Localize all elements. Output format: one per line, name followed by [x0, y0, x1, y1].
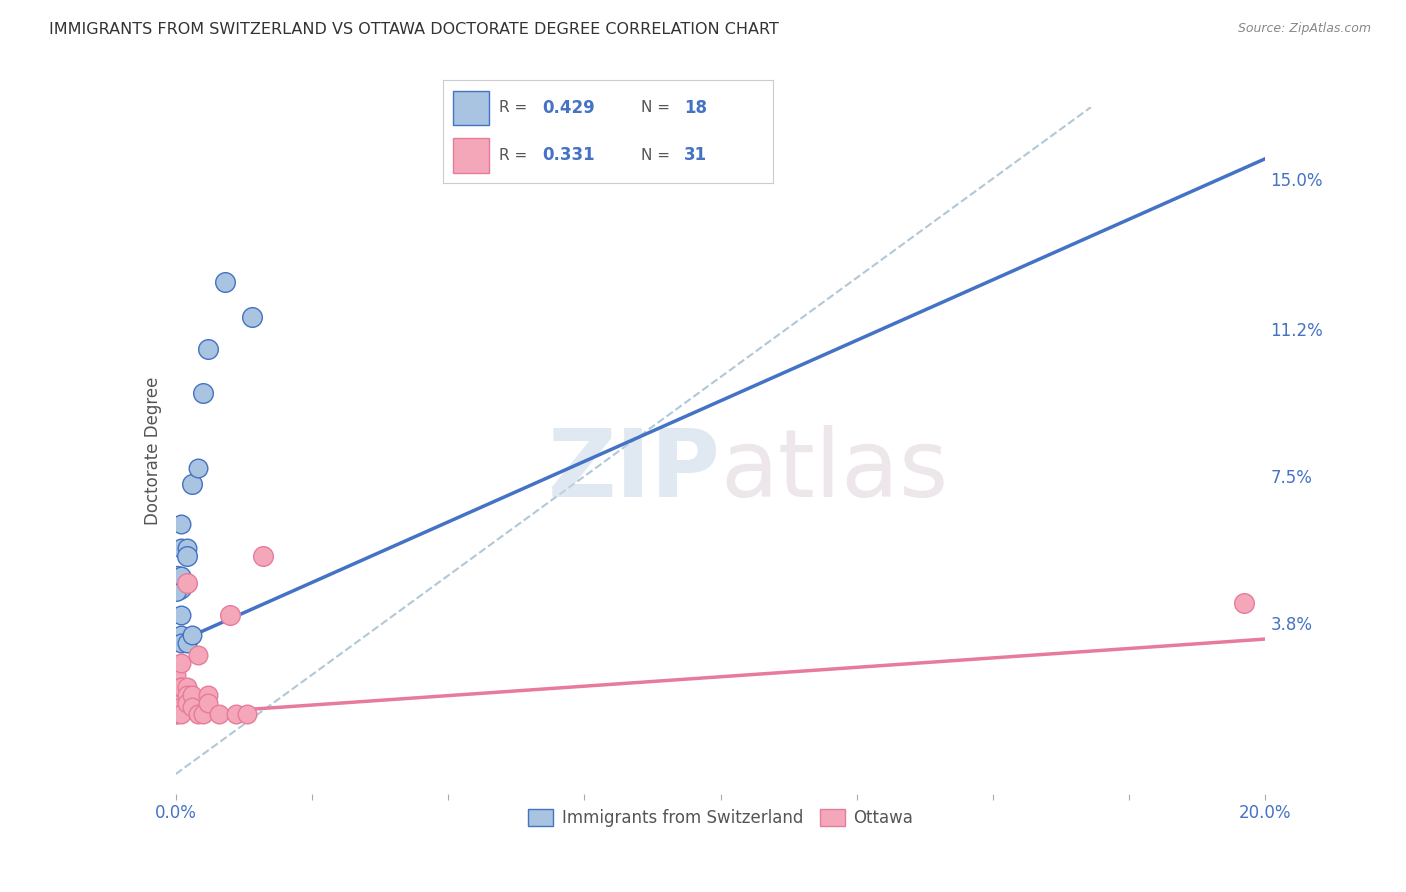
- Point: [176, 636, 198, 650]
- Point: [191, 707, 214, 722]
- Point: [186, 461, 209, 475]
- Point: [197, 696, 219, 710]
- Legend: Immigrants from Switzerland, Ottawa: Immigrants from Switzerland, Ottawa: [522, 802, 920, 834]
- Point: [165, 707, 187, 722]
- Point: [170, 699, 193, 714]
- Point: [176, 680, 198, 694]
- Point: [208, 707, 231, 722]
- Y-axis label: Doctorate Degree: Doctorate Degree: [143, 376, 162, 524]
- Point: [170, 680, 193, 694]
- Text: 0.331: 0.331: [543, 146, 595, 164]
- Point: [252, 549, 274, 563]
- Bar: [453, 137, 489, 173]
- Text: 31: 31: [685, 146, 707, 164]
- Text: R =: R =: [499, 101, 527, 115]
- Text: atlas: atlas: [721, 425, 949, 517]
- Point: [165, 667, 187, 681]
- Point: [165, 696, 187, 710]
- Point: [165, 584, 187, 599]
- Text: 18: 18: [685, 99, 707, 117]
- Point: [214, 275, 236, 289]
- Point: [176, 549, 198, 563]
- Point: [181, 699, 204, 714]
- Point: [170, 516, 193, 531]
- Point: [176, 688, 198, 702]
- Point: [170, 636, 193, 650]
- Bar: [453, 91, 489, 126]
- Text: Source: ZipAtlas.com: Source: ZipAtlas.com: [1237, 22, 1371, 36]
- Point: [176, 541, 198, 555]
- Point: [170, 608, 193, 623]
- Point: [176, 696, 198, 710]
- Point: [165, 707, 187, 722]
- Point: [170, 707, 193, 722]
- Point: [165, 680, 187, 694]
- Point: [165, 688, 187, 702]
- Point: [240, 310, 263, 325]
- Point: [191, 385, 214, 400]
- Text: IMMIGRANTS FROM SWITZERLAND VS OTTAWA DOCTORATE DEGREE CORRELATION CHART: IMMIGRANTS FROM SWITZERLAND VS OTTAWA DO…: [49, 22, 779, 37]
- Point: [181, 688, 204, 702]
- Point: [170, 541, 193, 555]
- Point: [186, 648, 209, 662]
- Point: [170, 680, 193, 694]
- Point: [170, 696, 193, 710]
- Point: [170, 568, 193, 582]
- Text: ZIP: ZIP: [548, 425, 721, 517]
- Text: N =: N =: [641, 101, 671, 115]
- Point: [165, 576, 187, 591]
- Point: [186, 707, 209, 722]
- Point: [170, 688, 193, 702]
- Point: [165, 699, 187, 714]
- Point: [181, 628, 204, 642]
- Point: [170, 628, 193, 642]
- Text: 0.429: 0.429: [543, 99, 595, 117]
- Point: [176, 576, 198, 591]
- Point: [219, 608, 242, 623]
- Point: [197, 688, 219, 702]
- Point: [170, 656, 193, 670]
- Point: [235, 707, 257, 722]
- Point: [225, 707, 247, 722]
- Point: [181, 477, 204, 491]
- Text: N =: N =: [641, 148, 671, 162]
- Point: [1232, 596, 1256, 610]
- Point: [197, 343, 219, 357]
- Text: R =: R =: [499, 148, 527, 162]
